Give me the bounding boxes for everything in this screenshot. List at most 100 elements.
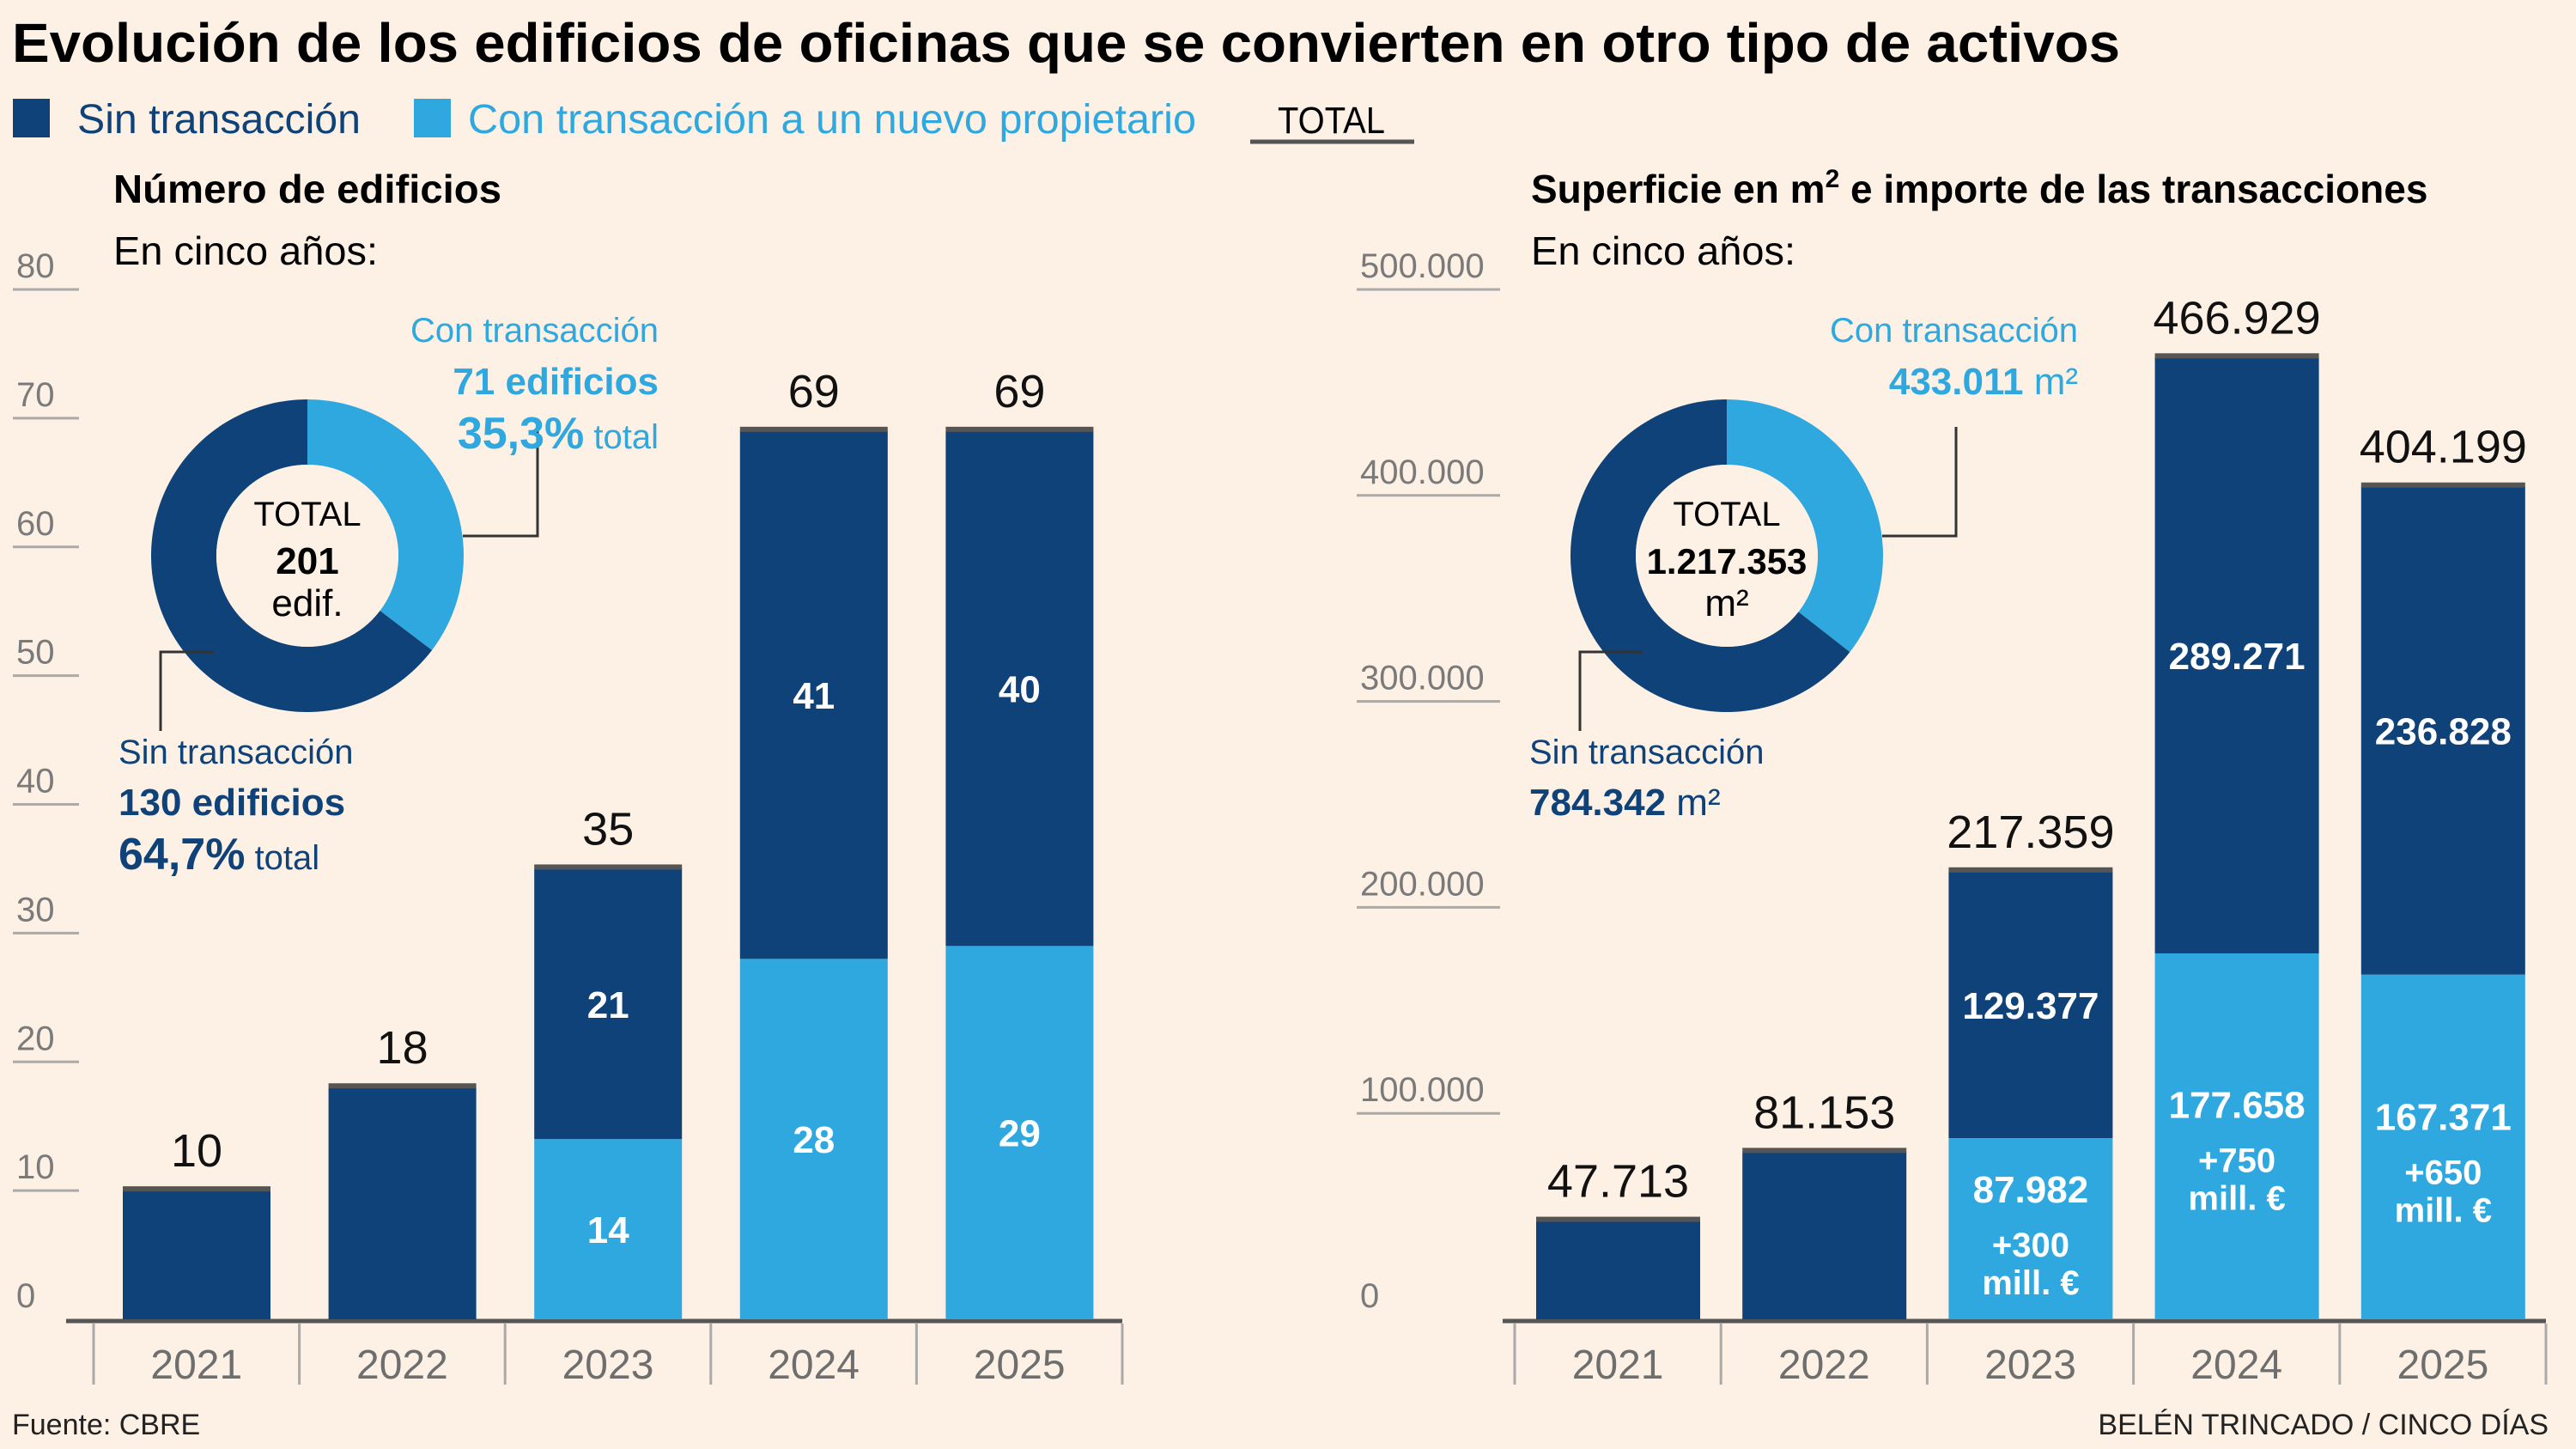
bar-con-transaccion — [2154, 953, 2319, 1319]
bar-total-label: 69 — [788, 366, 840, 417]
x-tick-label: 2023 — [1984, 1342, 2076, 1388]
left-sin-pct: 64,7% total — [118, 830, 319, 880]
bar-amount-label: +750 — [2198, 1142, 2275, 1180]
bar-total-label: 81.153 — [1753, 1087, 1895, 1138]
right-sin-value: 784.342 m² — [1529, 782, 1721, 824]
y-tick-label: 100.000 — [1360, 1071, 1485, 1109]
left-subheading: En cinco años: — [113, 228, 378, 273]
bar-con-transaccion — [534, 1139, 683, 1319]
bar-total-cap — [739, 426, 888, 432]
right-con-leader — [1882, 427, 1958, 538]
left-sin-value: 130 edificios — [118, 782, 345, 824]
left-con-pct: 35,3% total — [458, 409, 659, 459]
bar-con-transaccion — [945, 946, 1094, 1319]
x-tick-label: 2025 — [2397, 1342, 2489, 1388]
bar-sin-transaccion — [534, 868, 683, 1140]
bar-sin-label: 236.828 — [2375, 711, 2512, 753]
y-tick-label: 70 — [16, 376, 55, 414]
right-donut-total-value: 1.217.353 — [1647, 541, 1807, 581]
y-tick-label: 200.000 — [1360, 865, 1485, 903]
donut-slice-sin — [151, 399, 433, 713]
bar-sin-transaccion — [1536, 1221, 1700, 1319]
bar-total-label: 217.359 — [1947, 807, 2114, 858]
bar-total-cap — [945, 426, 1094, 432]
left-donut — [151, 399, 464, 713]
left-sin-pct-value: 64,7% — [118, 830, 245, 880]
bar-con-transaccion — [1948, 1138, 2113, 1319]
right-con-value: 433.011 m² — [1889, 361, 2078, 403]
right-sin-leader — [1578, 650, 1643, 731]
bar-con-label: 87.982 — [1973, 1169, 2089, 1211]
bar-con-transaccion — [2360, 974, 2525, 1319]
x-tick-label: 2024 — [768, 1342, 860, 1388]
bar-total-cap — [1948, 867, 2113, 873]
bar-amount-unit: mill. € — [2395, 1191, 2492, 1229]
x-tick-label: 2024 — [2190, 1342, 2282, 1388]
bar-amount-unit: mill. € — [1982, 1264, 2079, 1302]
left-sin-label: Sin transacción — [118, 734, 353, 771]
bar-sin-transaccion — [2154, 357, 2319, 953]
x-tick-label: 2023 — [562, 1342, 654, 1388]
bar-sin-label: 40 — [999, 669, 1041, 711]
bar-amount-label: +300 — [1992, 1227, 2069, 1264]
bar-amount-label: +650 — [2404, 1154, 2482, 1191]
legend-swatch-light — [414, 99, 451, 137]
bar-total-label: 35 — [582, 803, 634, 855]
left-con-pct-value: 35,3% — [458, 409, 584, 459]
bar-con-label: 177.658 — [2169, 1085, 2306, 1127]
bar-sin-transaccion — [1742, 1152, 1907, 1319]
bar-total-label: 404.199 — [2360, 422, 2527, 473]
left-con-value: 71 edificios — [453, 361, 659, 403]
y-tick-label: 20 — [16, 1020, 55, 1057]
bar-total-label: 69 — [993, 366, 1045, 417]
bar-total-cap — [1536, 1216, 1700, 1222]
donut-slice-sin — [1571, 399, 1850, 713]
left-donut-total-value: 201 — [276, 540, 338, 582]
bar-total-cap — [2154, 353, 2319, 359]
legend-swatch-dark — [13, 99, 50, 137]
x-tick-label: 2025 — [974, 1342, 1066, 1388]
y-tick-label: 30 — [16, 891, 55, 928]
bar-total-cap — [123, 1186, 270, 1192]
credit: BELÉN TRINCADO / CINCO DÍAS — [2098, 1409, 2549, 1441]
y-tick-label: 80 — [16, 247, 55, 285]
bar-total-label: 466.929 — [2153, 292, 2320, 344]
x-tick-label: 2021 — [150, 1342, 242, 1388]
donut-hole — [1636, 465, 1818, 647]
y-tick-label: 60 — [16, 505, 55, 543]
chart-title: Evolución de los edificios de oficinas q… — [12, 12, 2120, 74]
right-bar-chart: 0 100.000 200.000 300.000 400.000 500.000 2021… — [1357, 247, 2548, 1388]
left-heading: Número de edificios — [113, 167, 501, 211]
source: Fuente: CBRE — [12, 1409, 200, 1441]
x-tick-label: 2022 — [1778, 1342, 1870, 1388]
right-donut-total-label: TOTAL — [1673, 496, 1780, 533]
donut-slice-con — [307, 399, 464, 650]
bar-sin-label: 21 — [587, 984, 629, 1026]
bar-total-cap — [534, 864, 683, 870]
bar-total-label: 47.713 — [1547, 1156, 1689, 1208]
right-con-label: Con transacción — [1830, 312, 2078, 350]
bar-sin-transaccion — [123, 1190, 270, 1319]
left-con-pct-suffix: total — [584, 418, 659, 456]
right-donut — [1571, 399, 1883, 713]
y-tick-label: 10 — [16, 1148, 55, 1186]
bar-sin-transaccion — [1948, 871, 2113, 1139]
legend-label-sin: Sin transacción — [77, 97, 361, 143]
left-donut-total-unit: edif. — [271, 582, 343, 624]
left-con-label: Con transacción — [410, 312, 659, 350]
bar-total-cap — [328, 1083, 477, 1089]
left-con-leader — [463, 427, 539, 538]
bar-sin-transaccion — [739, 430, 888, 959]
right-subheading: En cinco años: — [1531, 228, 1795, 273]
right-sin-label: Sin transacción — [1529, 734, 1764, 771]
y-tick-label: 400.000 — [1360, 454, 1485, 491]
bar-sin-label: 129.377 — [1962, 985, 2099, 1027]
bar-sin-label: 41 — [793, 675, 835, 717]
bar-con-label: 28 — [793, 1119, 835, 1161]
right-heading-b: e importe de las transacciones — [1839, 167, 2427, 211]
y-tick-label: 50 — [16, 634, 55, 672]
bar-total-cap — [2360, 482, 2525, 488]
right-sin-number: 784.342 — [1529, 782, 1666, 824]
y-tick-label: 300.000 — [1360, 660, 1485, 697]
